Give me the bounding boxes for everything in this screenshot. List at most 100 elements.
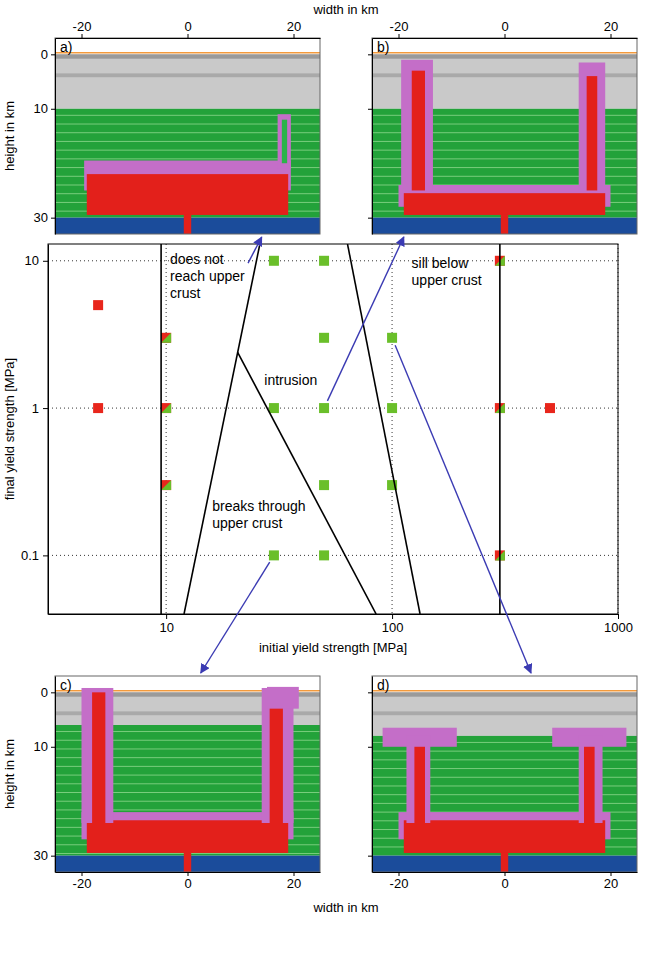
tick: 10 [34, 101, 55, 116]
panel: -20020b) [368, 19, 638, 235]
half-square-point [161, 333, 171, 343]
tick-label: 0 [41, 47, 48, 62]
square-point [319, 480, 329, 490]
pointer-arrow [201, 562, 270, 673]
tick-mark [51, 747, 55, 748]
figure-container: 1010010000.1110initial yield strength [M… [0, 0, 654, 953]
crust-band [372, 692, 637, 696]
tick-mark [82, 34, 83, 38]
magma-body [87, 174, 288, 215]
panel-image [372, 38, 637, 234]
dike-core [282, 120, 287, 164]
y-axis-title: final yield strength [MPa] [2, 358, 17, 500]
tick-label: 20 [604, 19, 618, 34]
tick-label: 0 [41, 685, 48, 700]
dike-fringe [579, 63, 606, 191]
panel-y-axis-line [55, 677, 56, 873]
panel-x-axis-line [56, 38, 321, 39]
square-point [319, 256, 329, 266]
dike-core [584, 747, 595, 823]
square-point [319, 550, 329, 560]
panel-y-axis: 0 10 30 [34, 39, 56, 235]
panel-x-axis-line [373, 38, 638, 39]
square-point [93, 403, 103, 413]
annotation-line: does not [170, 251, 224, 267]
tick-label: -20 [73, 19, 92, 34]
tick: 10 [34, 739, 55, 754]
annotation-line: sill below [412, 255, 470, 271]
tick-mark [51, 109, 55, 110]
tick-mark [611, 34, 612, 38]
panel-y-title: height in km [2, 101, 17, 171]
tick: 30 [34, 848, 55, 863]
annotation-line: upper crust [212, 515, 282, 531]
surface [372, 690, 637, 692]
tick: 20 [287, 872, 301, 891]
figure: 1010010000.1110initial yield strength [M… [0, 0, 654, 953]
tick-label: 20 [287, 19, 301, 34]
dike-fringe [401, 60, 433, 191]
tick-mark [368, 218, 372, 219]
tick-label: 20 [604, 876, 618, 891]
tick-mark [368, 54, 372, 55]
boundary-line [499, 244, 501, 614]
annotation-line: breaks through [212, 498, 305, 514]
crust-band [372, 54, 637, 58]
middle-crust [372, 736, 637, 856]
annotation-line: upper crust [412, 272, 482, 288]
tick [368, 54, 372, 55]
panel-image [372, 676, 637, 872]
panel-y-axis: 0 10 30 [34, 677, 56, 873]
background [372, 676, 637, 872]
panel-y-axis-line [55, 39, 56, 235]
panel-frame [372, 38, 637, 234]
dike-fringe [278, 114, 291, 168]
tick-mark [43, 408, 48, 409]
panel: -2002001030a)width in kmheight in km [2, 2, 379, 235]
panel-y-axis [368, 677, 373, 873]
annotation: intrusion [264, 372, 317, 388]
boundary-line [238, 352, 377, 614]
square-point [319, 333, 329, 343]
tick-label: 0 [184, 876, 191, 891]
annotation-line: intrusion [264, 372, 317, 388]
tick: 0.1 [21, 548, 48, 563]
tick-label: 0 [501, 876, 508, 891]
arrows [201, 237, 531, 673]
annotation: breaks throughupper crust [212, 498, 305, 531]
grid-line-x [166, 244, 167, 614]
tick-mark [166, 614, 167, 619]
background [372, 38, 637, 234]
grid-line-y [48, 260, 618, 261]
tick [368, 856, 372, 857]
panel: -2002001030c)width in kmheight in km [2, 676, 379, 915]
square-point [269, 550, 279, 560]
panel-y-axis-line [372, 39, 373, 235]
panel-x-axis: -20020 [56, 872, 321, 891]
plot-frame [48, 244, 618, 614]
square-point [161, 480, 171, 490]
tick: -20 [73, 19, 92, 38]
panel-letter: d) [377, 677, 389, 693]
x-axis-line [49, 614, 619, 615]
dike-fringe [406, 736, 430, 823]
annotation-line: reach upper [170, 268, 245, 284]
tick [368, 109, 372, 110]
tick: -20 [390, 19, 409, 38]
square-point [545, 403, 555, 413]
grid-line-x [392, 244, 393, 614]
tick-mark [188, 34, 189, 38]
tick-label: 0 [501, 19, 508, 34]
tick: 20 [604, 19, 618, 38]
y-axis: 0.1110 [21, 245, 49, 615]
square-point [93, 300, 103, 310]
vent-fringe [267, 687, 299, 709]
boundary-line [348, 244, 421, 614]
tick: 30 [34, 210, 55, 225]
tick: 10 [25, 253, 48, 268]
plot-area [93, 244, 555, 614]
tick-mark [51, 54, 55, 55]
half-square-point [161, 480, 171, 490]
tick-label: 10 [34, 101, 48, 116]
panel-image [55, 676, 320, 872]
